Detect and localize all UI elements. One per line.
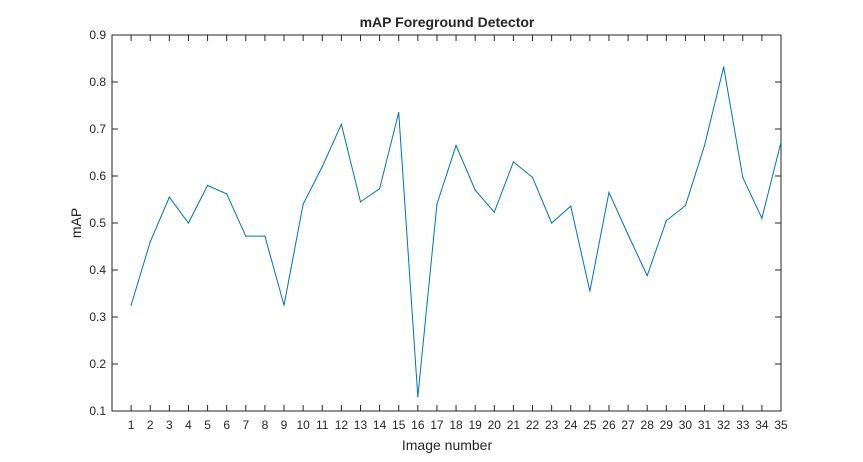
data-point [665,220,667,222]
data-point [684,205,687,207]
x-tick-label: 20 [488,418,502,432]
x-tick-label: 16 [411,418,425,432]
data-point [627,234,629,236]
data-point [149,241,151,243]
x-tick-label: 26 [602,418,616,432]
data-point [703,144,706,147]
y-tick-label: 0.7 [89,122,106,136]
series-layer [130,66,782,398]
data-point [264,235,266,237]
data-point [417,396,419,398]
x-tick-label: 10 [296,418,310,432]
data-point [455,144,457,147]
data-point [302,203,304,205]
x-tick-label: 21 [507,418,521,432]
x-tick-label: 13 [354,418,368,432]
x-tick-label: 11 [316,418,329,432]
x-tick-label: 14 [373,418,387,432]
y-tick-label: 0.4 [89,263,106,277]
x-tick-label: 30 [679,418,693,432]
data-point [283,304,285,306]
data-point [493,211,495,213]
data-point [187,222,190,224]
data-point [531,176,534,179]
data-point [570,205,572,207]
data-point [551,222,553,224]
chart-title: mAP Foreground Detector [360,14,535,30]
data-point [474,189,476,191]
y-tick-label: 0.2 [89,357,106,371]
x-tick-label: 23 [545,418,559,432]
data-point [608,191,610,194]
plot-frame [111,34,782,412]
data-point [761,217,763,219]
x-tick-label: 25 [583,418,597,432]
y-tick-label: 0.3 [89,310,106,324]
data-point [226,193,228,195]
data-point [398,111,400,114]
data-point [340,123,342,125]
x-tick-label: 33 [736,418,750,432]
x-tick-label: 7 [242,418,249,432]
y-tick-label: 0.8 [89,75,106,89]
x-tick-label: 18 [449,418,463,432]
data-point [742,176,744,179]
y-tick-label: 0.6 [89,169,106,183]
y-axis: 0.1 0.2 0.3 0.4 0.5 0.6 0.7 0.8 0.9 [89,28,781,418]
data-point [723,66,725,68]
data-point [206,184,209,186]
data-point [780,141,782,143]
x-tick-label: 2 [147,418,154,432]
y-tick-label: 0.9 [89,28,106,42]
data-point [359,201,362,203]
x-tick-label: 5 [204,418,211,432]
data-point [130,304,132,306]
x-axis-label: Image number [402,437,493,453]
x-tick-label: 35 [774,418,788,432]
x-tick-label: 17 [430,418,444,432]
x-tick-label: 8 [262,418,269,432]
x-tick-label: 22 [526,418,540,432]
plot-area [111,34,782,412]
y-tick-label: 0.1 [89,404,106,418]
y-tick-label: 0.5 [89,216,106,230]
x-axis: 1 2 3 4 5 6 7 8 9 10 11 12 13 14 15 16 17 18 19 20 21 22 23 24 2… [128,35,788,432]
data-point [589,290,591,292]
x-tick-label: 12 [335,418,349,432]
x-tick-label: 32 [717,418,731,432]
data-point [436,203,438,205]
x-tick-label: 4 [185,418,192,432]
x-tick-label: 1 [128,418,135,432]
x-tick-label: 9 [281,418,288,432]
x-tick-label: 24 [564,418,578,432]
x-tick-label: 3 [166,418,173,432]
x-tick-label: 27 [621,418,635,432]
data-point [321,166,323,168]
x-tick-label: 28 [641,418,655,432]
x-tick-label: 31 [698,418,712,432]
y-axis-label: mAP [68,208,84,238]
data-point [245,235,247,237]
x-tick-label: 15 [392,418,406,432]
data-point [512,161,515,163]
data-point [168,196,170,198]
x-tick-label: 19 [468,418,482,432]
x-tick-label: 6 [223,418,230,432]
x-tick-label: 29 [660,418,674,432]
data-point [646,275,648,277]
data-point [379,188,381,190]
x-tick-label: 34 [755,418,769,432]
